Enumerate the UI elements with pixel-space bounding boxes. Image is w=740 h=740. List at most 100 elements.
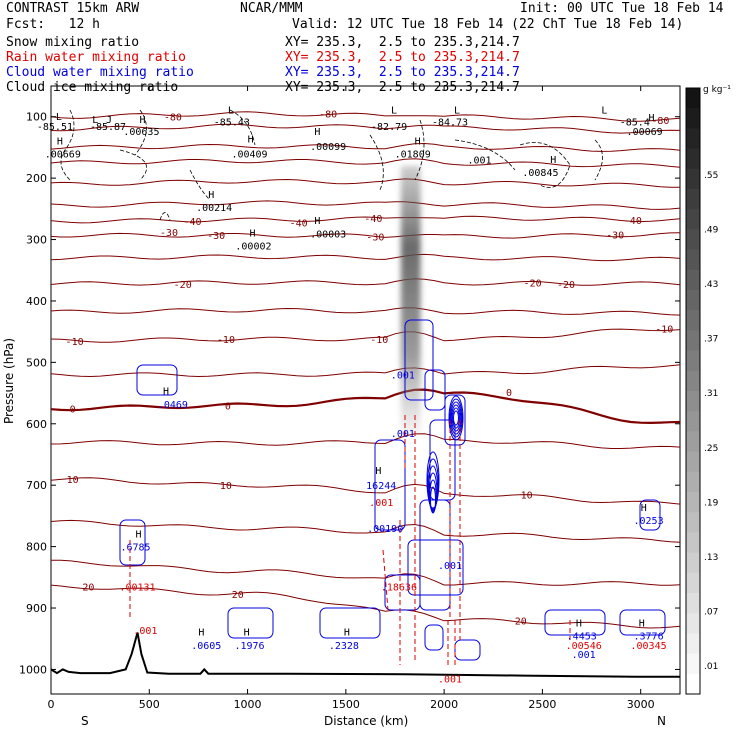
extremum-mark: H bbox=[639, 618, 645, 629]
value-label: .01809 bbox=[395, 150, 431, 161]
cloud-water-core bbox=[428, 472, 438, 512]
colorbar-segment bbox=[686, 492, 700, 513]
x-tick-label: 2500 bbox=[528, 698, 556, 711]
cloud-water-contour bbox=[444, 394, 466, 446]
value-label: -85.43 bbox=[214, 118, 250, 129]
isotherm-label: 20 bbox=[82, 583, 94, 594]
value-label: .00546 bbox=[566, 641, 602, 652]
x-axis-label: Distance (km) bbox=[324, 714, 409, 728]
isotherm-label: -20 bbox=[524, 279, 542, 290]
cloud-water-core bbox=[426, 451, 440, 509]
colorbar-segment bbox=[686, 310, 700, 331]
value-label: .001 bbox=[391, 371, 415, 382]
y-tick-label: 400 bbox=[26, 295, 47, 308]
extremum-mark: L bbox=[391, 106, 397, 117]
isotherm-label: 0 bbox=[506, 388, 512, 399]
isotherm-label: -10 bbox=[655, 325, 673, 336]
value-label: .00345 bbox=[630, 641, 666, 652]
isotherm-label: 0 bbox=[225, 401, 231, 412]
value-label: .00409 bbox=[231, 150, 267, 161]
extremum-mark: H bbox=[244, 628, 250, 639]
isotherm bbox=[50, 158, 681, 168]
extremum-mark: L bbox=[601, 106, 607, 117]
isotherm-label: 10 bbox=[220, 481, 232, 492]
value-label: -85.51 bbox=[37, 122, 73, 133]
value-label: .18636 bbox=[381, 583, 417, 594]
isotherm-label: -10 bbox=[370, 335, 388, 346]
cloud-water-core bbox=[427, 458, 439, 510]
value-label: -85.4 bbox=[620, 118, 650, 129]
colorbar-segment bbox=[686, 350, 700, 372]
cloud-water-contour bbox=[384, 574, 421, 611]
snow-contour bbox=[414, 119, 425, 181]
isotherm-label: -40 bbox=[290, 218, 308, 229]
extremum-mark: H bbox=[641, 503, 647, 514]
snow-contour bbox=[594, 139, 603, 181]
snow-contour bbox=[454, 139, 516, 171]
cloud-water-contour bbox=[227, 607, 274, 639]
extremum-mark: H bbox=[57, 136, 63, 147]
isotherm-label: 10 bbox=[521, 490, 533, 501]
isotherm-label: -30 bbox=[606, 231, 624, 242]
cloud-water-core bbox=[451, 404, 461, 432]
extremum-mark: H bbox=[344, 628, 350, 639]
snow-contour bbox=[369, 134, 384, 191]
extremum-mark: H bbox=[375, 466, 381, 477]
field-cloud-ice: Cloud ice mixing ratio bbox=[6, 80, 179, 95]
snow-contour bbox=[229, 109, 256, 146]
value-label: .4453 bbox=[567, 632, 597, 643]
extremum-mark: L bbox=[92, 115, 98, 126]
isotherm bbox=[50, 307, 681, 316]
cloud-water-core bbox=[453, 410, 459, 426]
colorbar-segment bbox=[686, 229, 700, 251]
colorbar-segment bbox=[686, 431, 700, 453]
x-tick-label: 2000 bbox=[430, 698, 458, 711]
model-title: CONTRAST 15km ARW bbox=[6, 1, 140, 16]
cloud-water-contour bbox=[407, 539, 464, 596]
snow-contour bbox=[189, 169, 211, 201]
y-tick-label: 900 bbox=[26, 602, 47, 615]
colorbar-tick-label: .01 bbox=[704, 662, 718, 672]
extremum-mark: H bbox=[250, 228, 256, 239]
cloud-water-core bbox=[450, 401, 462, 435]
isotherm-label: -40 bbox=[364, 214, 382, 225]
cloud-water-core bbox=[427, 465, 439, 511]
extremum-mark: L bbox=[454, 106, 460, 117]
colorbar-segment bbox=[686, 189, 700, 210]
isotherm-label: -10 bbox=[217, 335, 235, 346]
cloud-water-contour bbox=[639, 499, 661, 531]
init-time: Init: 00 UTC Tue 18 Feb 14 bbox=[520, 1, 724, 16]
field-snow-xy: XY= 235.3, 2.5 to 235.3,214.7 bbox=[285, 35, 520, 50]
snow-shading bbox=[400, 165, 421, 437]
cloud-water-contour bbox=[136, 364, 178, 396]
value-label: .00669 bbox=[45, 150, 81, 161]
isotherm-label: -10 bbox=[66, 337, 84, 348]
colorbar-segment bbox=[686, 411, 700, 432]
colorbar-segment bbox=[686, 148, 700, 170]
y-tick-label: 500 bbox=[26, 356, 47, 369]
colorbar-tick-label: .07 bbox=[704, 607, 718, 617]
value-label: -82.79 bbox=[371, 122, 407, 133]
value-label: .001 bbox=[391, 429, 415, 440]
colorbar-segment bbox=[686, 108, 700, 129]
colorbar-segment bbox=[686, 370, 700, 392]
isotherm-label: 20 bbox=[515, 616, 527, 627]
isotherm bbox=[50, 111, 681, 122]
isotherm-label: 10 bbox=[67, 475, 79, 486]
value-label: .00099 bbox=[310, 142, 346, 153]
isotherm-label: 20 bbox=[232, 590, 244, 601]
cloud-water-contour bbox=[424, 369, 446, 411]
colorbar-segment bbox=[686, 391, 700, 412]
isotherm bbox=[50, 519, 681, 543]
field-cloud-ice-xy: XY= 235.3, 2.5 to 235.3,214.7 bbox=[285, 80, 520, 95]
extremum-mark: J bbox=[106, 115, 112, 126]
extremum-mark: H bbox=[248, 135, 254, 146]
colorbar-segment bbox=[686, 168, 700, 190]
value-label: .3776 bbox=[633, 632, 663, 643]
isotherm bbox=[50, 584, 681, 629]
colorbar-segment bbox=[686, 653, 700, 675]
value-label: .00131 bbox=[119, 583, 155, 594]
value-label: .00190 bbox=[367, 524, 403, 535]
x-tick-label: 1000 bbox=[234, 698, 262, 711]
isotherm-label: -80 bbox=[319, 110, 337, 121]
